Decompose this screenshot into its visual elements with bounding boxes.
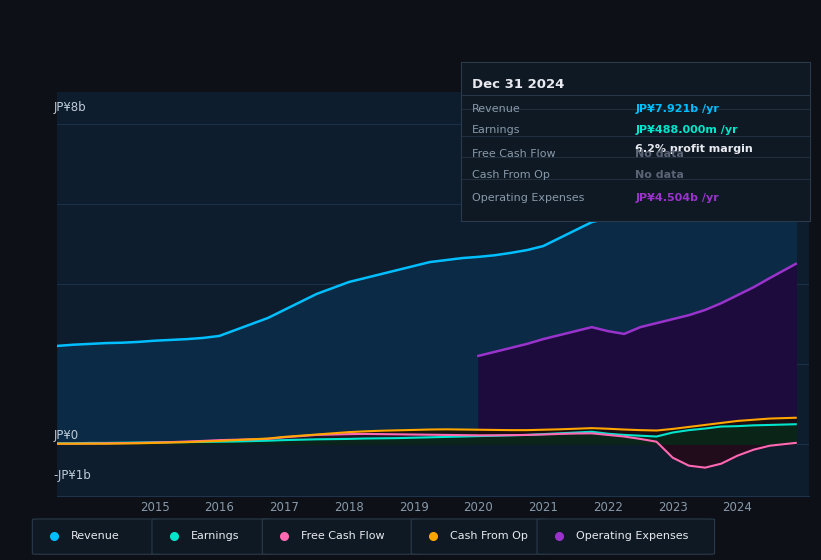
FancyBboxPatch shape	[537, 519, 714, 554]
Text: No data: No data	[635, 170, 685, 180]
Text: 6.2% profit margin: 6.2% profit margin	[635, 144, 753, 154]
Text: -JP¥1b: -JP¥1b	[53, 469, 91, 482]
Text: JP¥488.000m /yr: JP¥488.000m /yr	[635, 125, 738, 136]
Text: JP¥0: JP¥0	[53, 429, 79, 442]
FancyBboxPatch shape	[32, 519, 159, 554]
FancyBboxPatch shape	[263, 519, 420, 554]
Text: JP¥8b: JP¥8b	[53, 101, 86, 114]
Text: Free Cash Flow: Free Cash Flow	[472, 148, 556, 158]
Text: Revenue: Revenue	[472, 104, 521, 114]
Text: Earnings: Earnings	[190, 531, 239, 541]
Text: Cash From Op: Cash From Op	[450, 531, 528, 541]
Text: Cash From Op: Cash From Op	[472, 170, 550, 180]
Text: No data: No data	[635, 148, 685, 158]
FancyBboxPatch shape	[152, 519, 272, 554]
Text: JP¥4.504b /yr: JP¥4.504b /yr	[635, 193, 719, 203]
FancyBboxPatch shape	[411, 519, 546, 554]
Text: Dec 31 2024: Dec 31 2024	[472, 78, 564, 91]
Text: Operating Expenses: Operating Expenses	[576, 531, 688, 541]
Text: Free Cash Flow: Free Cash Flow	[301, 531, 384, 541]
Text: Revenue: Revenue	[71, 531, 120, 541]
Text: Earnings: Earnings	[472, 125, 521, 136]
Text: Operating Expenses: Operating Expenses	[472, 193, 585, 203]
Text: JP¥7.921b /yr: JP¥7.921b /yr	[635, 104, 719, 114]
